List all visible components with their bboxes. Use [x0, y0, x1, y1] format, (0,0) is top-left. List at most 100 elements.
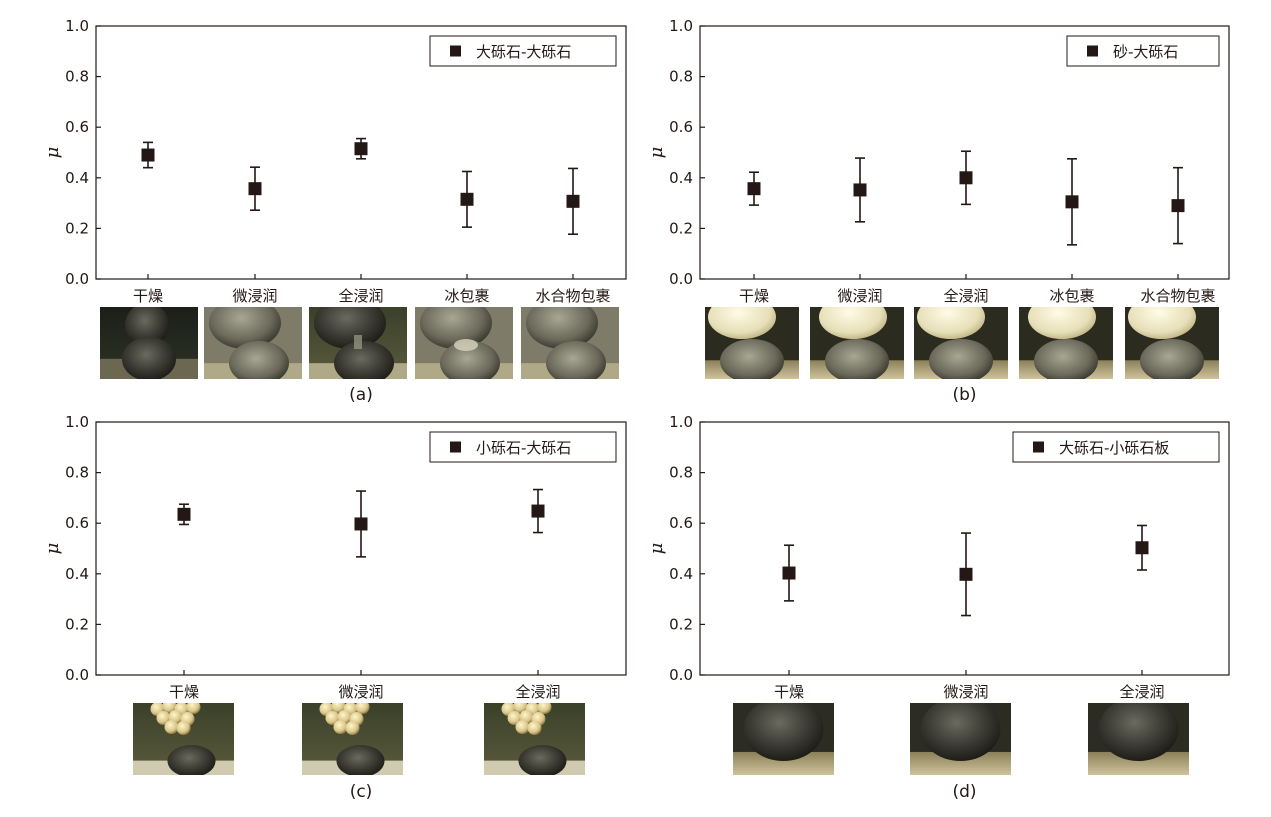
legend: 小砾石-大砾石	[429, 431, 617, 463]
experiment-photo	[521, 307, 619, 379]
x-category-label: 干燥	[739, 287, 769, 305]
experiment-photo	[1019, 307, 1113, 379]
y-tick-label: 0.4	[65, 169, 89, 187]
experiment-photo	[100, 307, 198, 379]
legend: 大砾石-小砾石板	[1012, 431, 1220, 463]
data-point	[566, 194, 580, 208]
data-point	[747, 182, 761, 196]
legend-label: 小砾石-大砾石	[476, 439, 571, 457]
data-point	[959, 171, 973, 185]
x-category-label: 微浸润	[837, 287, 882, 305]
y-tick-label: 0.4	[669, 565, 693, 583]
y-tick-label: 0.4	[669, 169, 693, 187]
x-category-label: 冰包裹	[1049, 287, 1094, 305]
data-point	[531, 504, 545, 518]
experiment-photo	[910, 703, 1011, 775]
x-category-label: 水合物包裹	[1140, 287, 1215, 305]
data-point	[1135, 541, 1149, 555]
y-tick-label: 0.6	[65, 514, 89, 532]
x-category-label: 干燥	[774, 683, 804, 701]
legend-label: 大砾石-大砾石	[476, 43, 571, 61]
y-tick-label: 0.6	[669, 514, 693, 532]
legend: 大砾石-大砾石	[429, 35, 617, 67]
y-tick-label: 0.4	[65, 565, 89, 583]
experiment-photo	[204, 307, 302, 379]
y-axis-label: μ	[42, 543, 63, 555]
experiment-photo	[133, 703, 234, 775]
panel-label: (b)	[952, 385, 976, 405]
data-point	[141, 148, 155, 162]
chart-panel-b: 0.0 0.2 0.4 0.6 0.8 1.0 μ 干燥 微浸润 全浸润 冰包裹 水合物包裹 砂-大砾石…	[646, 17, 1230, 405]
experiment-photo	[1125, 307, 1219, 379]
legend-label: 大砾石-小砾石板	[1059, 439, 1169, 457]
x-category-label: 冰包裹	[444, 287, 489, 305]
x-category-label: 全浸润	[515, 683, 560, 701]
panel-label: (c)	[350, 782, 373, 802]
experiment-photo	[415, 307, 513, 379]
y-tick-label: 0.0	[669, 270, 693, 288]
experiment-photo	[810, 307, 904, 379]
y-tick-label: 0.6	[669, 118, 693, 136]
x-category-label: 干燥	[133, 287, 163, 305]
chart-panel-a: 0.0 0.2 0.4 0.6 0.8 1.0 μ 干燥 微浸润 全浸润 冰包裹 水合物包裹 大砾石-大…	[42, 17, 627, 405]
experiment-photo	[733, 703, 834, 775]
data-point	[1065, 195, 1079, 209]
y-tick-label: 0.8	[65, 68, 89, 86]
data-point	[177, 507, 191, 521]
y-tick-label: 0.0	[669, 666, 693, 684]
experiment-photo	[309, 307, 407, 379]
plot-frame	[699, 25, 1230, 280]
experiment-photo	[302, 703, 403, 775]
x-category-label: 全浸润	[338, 287, 383, 305]
chart-panel-d: 0.0 0.2 0.4 0.6 0.8 1.0 μ 干燥 微浸润 全浸润 大砾石-小砾石板 (d)	[646, 413, 1230, 802]
y-tick-label: 1.0	[669, 17, 693, 35]
legend-marker	[450, 441, 461, 453]
x-category-label: 全浸润	[1119, 683, 1164, 701]
y-tick-label: 1.0	[669, 413, 693, 431]
y-tick-label: 0.8	[65, 464, 89, 482]
experiment-photo	[1088, 703, 1189, 775]
legend-marker	[450, 45, 461, 57]
y-axis-label: μ	[646, 543, 667, 555]
x-category-label: 微浸润	[232, 287, 277, 305]
experiment-photo	[484, 703, 585, 775]
legend: 砂-大砾石	[1066, 35, 1220, 67]
y-tick-label: 1.0	[65, 413, 89, 431]
y-tick-label: 0.6	[65, 118, 89, 136]
panel-label: (a)	[349, 385, 373, 405]
data-point	[1171, 199, 1185, 213]
x-category-label: 水合物包裹	[535, 287, 610, 305]
chart-panel-c: 0.0 0.2 0.4 0.6 0.8 1.0 μ 干燥 微浸润 全浸润 小砾石-大砾石 (c)	[42, 413, 627, 802]
data-point	[354, 142, 368, 156]
x-category-label: 干燥	[169, 683, 199, 701]
y-tick-label: 0.0	[65, 666, 89, 684]
y-tick-label: 0.2	[669, 219, 693, 237]
y-tick-label: 0.2	[65, 219, 89, 237]
y-tick-label: 1.0	[65, 17, 89, 35]
data-point	[354, 517, 368, 531]
experiment-photo	[705, 307, 799, 379]
data-point	[248, 182, 262, 196]
y-tick-label: 0.8	[669, 464, 693, 482]
y-axis-label: μ	[646, 147, 667, 159]
y-tick-label: 0.0	[65, 270, 89, 288]
legend-marker	[1033, 441, 1044, 453]
plot-frame	[699, 421, 1230, 676]
y-tick-label: 0.2	[65, 615, 89, 633]
data-point	[853, 183, 867, 197]
y-axis-label: μ	[42, 147, 63, 159]
panel-label: (d)	[952, 782, 976, 802]
x-category-label: 微浸润	[338, 683, 383, 701]
data-point	[782, 566, 796, 580]
data-point	[959, 567, 973, 581]
x-category-label: 全浸润	[943, 287, 988, 305]
legend-label: 砂-大砾石	[1113, 43, 1178, 61]
y-tick-label: 0.2	[669, 615, 693, 633]
experiment-photo	[914, 307, 1008, 379]
data-point	[460, 192, 474, 206]
x-category-label: 微浸润	[943, 683, 988, 701]
legend-marker	[1087, 45, 1098, 57]
y-tick-label: 0.8	[669, 68, 693, 86]
